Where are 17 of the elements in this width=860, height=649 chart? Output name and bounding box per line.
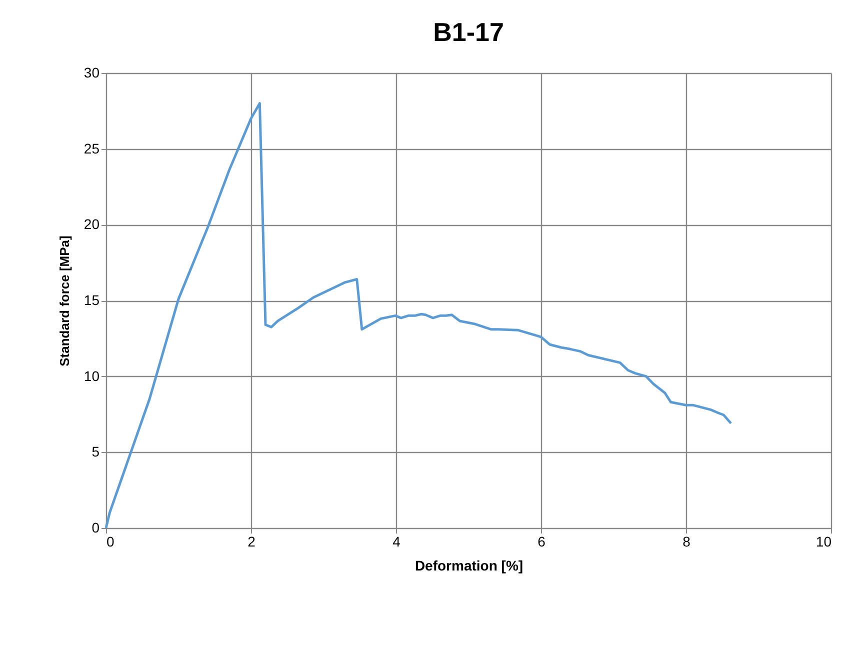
x-tick-label: 0 xyxy=(106,534,114,550)
chart-title: B1-17 xyxy=(433,17,504,47)
x-tick-label: 8 xyxy=(682,534,691,550)
x-axis-title: Deformation [%] xyxy=(414,558,524,574)
line-series xyxy=(104,102,732,530)
y-tick-label: 25 xyxy=(84,140,100,156)
x-tick-label: 2 xyxy=(248,534,256,550)
x-tick-label: 4 xyxy=(392,534,401,550)
y-tick-label: 10 xyxy=(84,368,100,384)
y-tick-label: 0 xyxy=(92,520,100,536)
y-tick-label: 5 xyxy=(92,444,100,460)
y-tick-label: 30 xyxy=(84,64,100,80)
x-tick-label: 10 xyxy=(816,534,832,550)
y-axis-title: Standard force [MPa] xyxy=(56,236,72,366)
x-tick-label: 6 xyxy=(538,534,546,550)
y-tick-label: 20 xyxy=(84,216,100,232)
y-tick-label: 15 xyxy=(84,292,100,308)
